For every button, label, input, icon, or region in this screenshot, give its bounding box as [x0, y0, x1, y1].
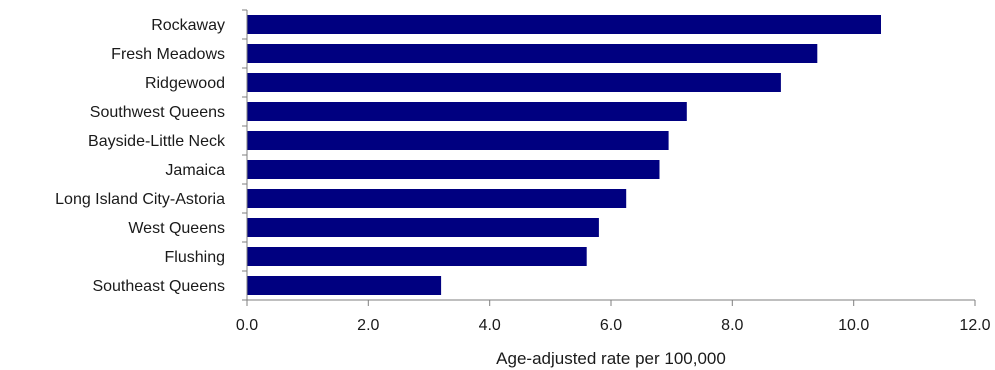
bar-southwest-queens [247, 102, 687, 121]
x-tick-labels: 0.0 2.0 4.0 6.0 8.0 10.0 12.0 [236, 317, 991, 334]
x-axis-title: Age-adjusted rate per 100,000 [496, 349, 726, 368]
x-tick-label: 10.0 [838, 317, 869, 334]
category-label: Long Island City-Astoria [55, 191, 225, 208]
bar-ridgewood [247, 73, 781, 92]
bar-flushing [247, 247, 587, 266]
category-label: Flushing [165, 249, 225, 266]
bar-west-queens [247, 218, 599, 237]
bar-long-island-city-astoria [247, 189, 627, 208]
bar-fresh-meadows [247, 44, 818, 63]
category-label: West Queens [128, 220, 225, 237]
category-label: Ridgewood [145, 75, 225, 92]
bar-jamaica [247, 160, 660, 179]
category-label: Rockaway [151, 17, 225, 34]
x-tick-label: 2.0 [357, 317, 379, 334]
category-label: Southwest Queens [90, 104, 225, 121]
category-label: Jamaica [165, 162, 225, 179]
bar-bayside-little-neck [247, 131, 669, 150]
axes [242, 9, 976, 306]
bar-southeast-queens [247, 276, 442, 295]
bars-group [247, 15, 881, 295]
category-labels: Rockaway Fresh Meadows Ridgewood Southwest … [55, 17, 226, 295]
x-tick-label: 0.0 [236, 317, 258, 334]
category-label: Bayside-Little Neck [88, 133, 226, 150]
x-tick-label: 12.0 [959, 317, 990, 334]
bar-rockaway [247, 15, 881, 34]
x-tick-label: 6.0 [600, 317, 622, 334]
category-label: Southeast Queens [92, 278, 225, 295]
x-tick-label: 8.0 [721, 317, 743, 334]
x-tick-label: 4.0 [479, 317, 501, 334]
category-label: Fresh Meadows [111, 46, 225, 63]
